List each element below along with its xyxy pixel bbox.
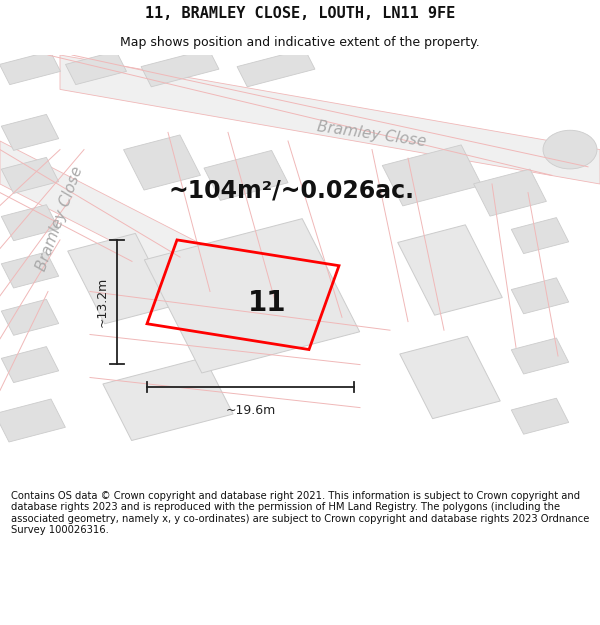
Polygon shape — [511, 398, 569, 434]
Polygon shape — [511, 278, 569, 314]
Polygon shape — [511, 217, 569, 254]
Polygon shape — [1, 252, 59, 288]
Text: Contains OS data © Crown copyright and database right 2021. This information is : Contains OS data © Crown copyright and d… — [11, 491, 589, 536]
Polygon shape — [145, 219, 359, 373]
Text: Bramley Close: Bramley Close — [316, 119, 428, 149]
Polygon shape — [204, 151, 288, 201]
Polygon shape — [1, 158, 59, 193]
Polygon shape — [65, 51, 127, 84]
Polygon shape — [237, 49, 315, 87]
Text: 11: 11 — [248, 289, 286, 318]
Polygon shape — [400, 336, 500, 419]
Text: 11, BRAMLEY CLOSE, LOUTH, LN11 9FE: 11, BRAMLEY CLOSE, LOUTH, LN11 9FE — [145, 6, 455, 21]
Polygon shape — [0, 141, 210, 270]
Polygon shape — [1, 114, 59, 151]
Text: ~19.6m: ~19.6m — [226, 404, 275, 417]
Polygon shape — [0, 399, 65, 442]
Polygon shape — [473, 169, 547, 216]
Text: ~104m²/~0.026ac.: ~104m²/~0.026ac. — [168, 179, 414, 202]
Polygon shape — [511, 338, 569, 374]
Polygon shape — [103, 357, 233, 441]
Polygon shape — [398, 225, 502, 315]
Circle shape — [543, 130, 597, 169]
Polygon shape — [124, 135, 200, 190]
Polygon shape — [1, 347, 59, 382]
Text: Bramley Close: Bramley Close — [34, 164, 86, 272]
Polygon shape — [60, 55, 600, 184]
Polygon shape — [1, 205, 59, 241]
Text: ~13.2m: ~13.2m — [95, 277, 109, 327]
Polygon shape — [382, 145, 482, 206]
Polygon shape — [1, 299, 59, 335]
Text: Map shows position and indicative extent of the property.: Map shows position and indicative extent… — [120, 36, 480, 49]
Polygon shape — [141, 49, 219, 87]
Polygon shape — [0, 51, 61, 84]
Polygon shape — [68, 233, 172, 324]
